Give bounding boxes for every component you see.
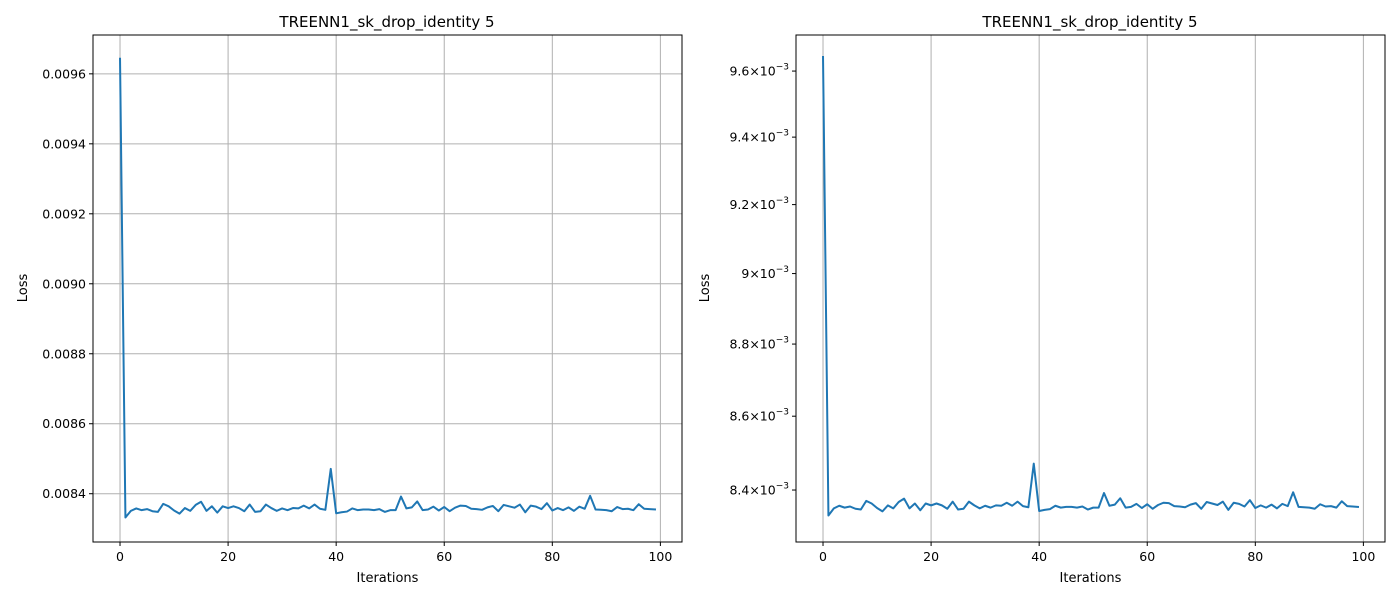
y-tick-label: 9×10−3	[741, 265, 789, 281]
y-tick-label: 0.0090	[42, 276, 86, 291]
x-tick-label: 100	[1351, 549, 1375, 564]
axes-frame	[92, 34, 683, 543]
x-tick-label: 0	[116, 549, 124, 564]
chart-left-linear: TREENN1_sk_drop_identity 5 0 20 40 60 80 100 …	[16, 13, 683, 586]
x-tick-label: 60	[436, 549, 452, 564]
y-axis-label: Loss	[698, 274, 713, 303]
x-axis-ticks: 0 20 40 60 80 100	[819, 542, 1375, 564]
y-tick-label: 9.2×10−3	[729, 196, 789, 212]
y-tick-label: 8.4×10−3	[729, 482, 789, 498]
y-tick-label: 9.4×10−3	[729, 129, 789, 145]
chart-right-log: TREENN1_sk_drop_identity 5 0 20 40 60 80 100 …	[698, 13, 1386, 586]
loss-line	[822, 56, 1360, 517]
axes-frame	[795, 34, 1386, 543]
y-axis-ticks: 8.4×10−3 8.6×10−3 8.8×10−3 9×10−3 9.2×10−3 9.…	[729, 63, 796, 498]
x-tick-label: 20	[220, 549, 236, 564]
x-tick-label: 40	[328, 549, 344, 564]
x-tick-label: 0	[819, 549, 827, 564]
x-tick-label: 20	[923, 549, 939, 564]
y-axis-label: Loss	[16, 274, 31, 303]
y-tick-label: 0.0084	[42, 486, 86, 501]
x-tick-label: 80	[544, 549, 560, 564]
x-tick-label: 40	[1031, 549, 1047, 564]
x-tick-label: 60	[1139, 549, 1155, 564]
y-tick-label: 8.6×10−3	[729, 408, 789, 424]
chart-title: TREENN1_sk_drop_identity 5	[981, 13, 1197, 32]
y-tick-label: 9.6×10−3	[729, 63, 789, 79]
x-tick-label: 80	[1247, 549, 1263, 564]
x-tick-label: 100	[648, 549, 672, 564]
y-tick-label: 0.0086	[42, 416, 86, 431]
loss-line	[119, 57, 657, 519]
chart-title: TREENN1_sk_drop_identity 5	[278, 13, 494, 32]
x-axis-label: Iterations	[357, 571, 419, 586]
y-tick-label: 0.0092	[42, 206, 86, 221]
x-axis-ticks: 0 20 40 60 80 100	[116, 542, 672, 564]
y-tick-label: 8.8×10−3	[729, 336, 789, 352]
gridlines	[822, 35, 1364, 542]
x-axis-label: Iterations	[1060, 571, 1122, 586]
y-tick-label: 0.0096	[42, 66, 86, 81]
y-axis-ticks: 0.0084 0.0086 0.0088 0.0090 0.0092 0.0094 0.00…	[42, 66, 93, 501]
y-tick-label: 0.0088	[42, 346, 86, 361]
gridlines	[93, 35, 682, 542]
y-tick-label: 0.0094	[42, 136, 86, 151]
